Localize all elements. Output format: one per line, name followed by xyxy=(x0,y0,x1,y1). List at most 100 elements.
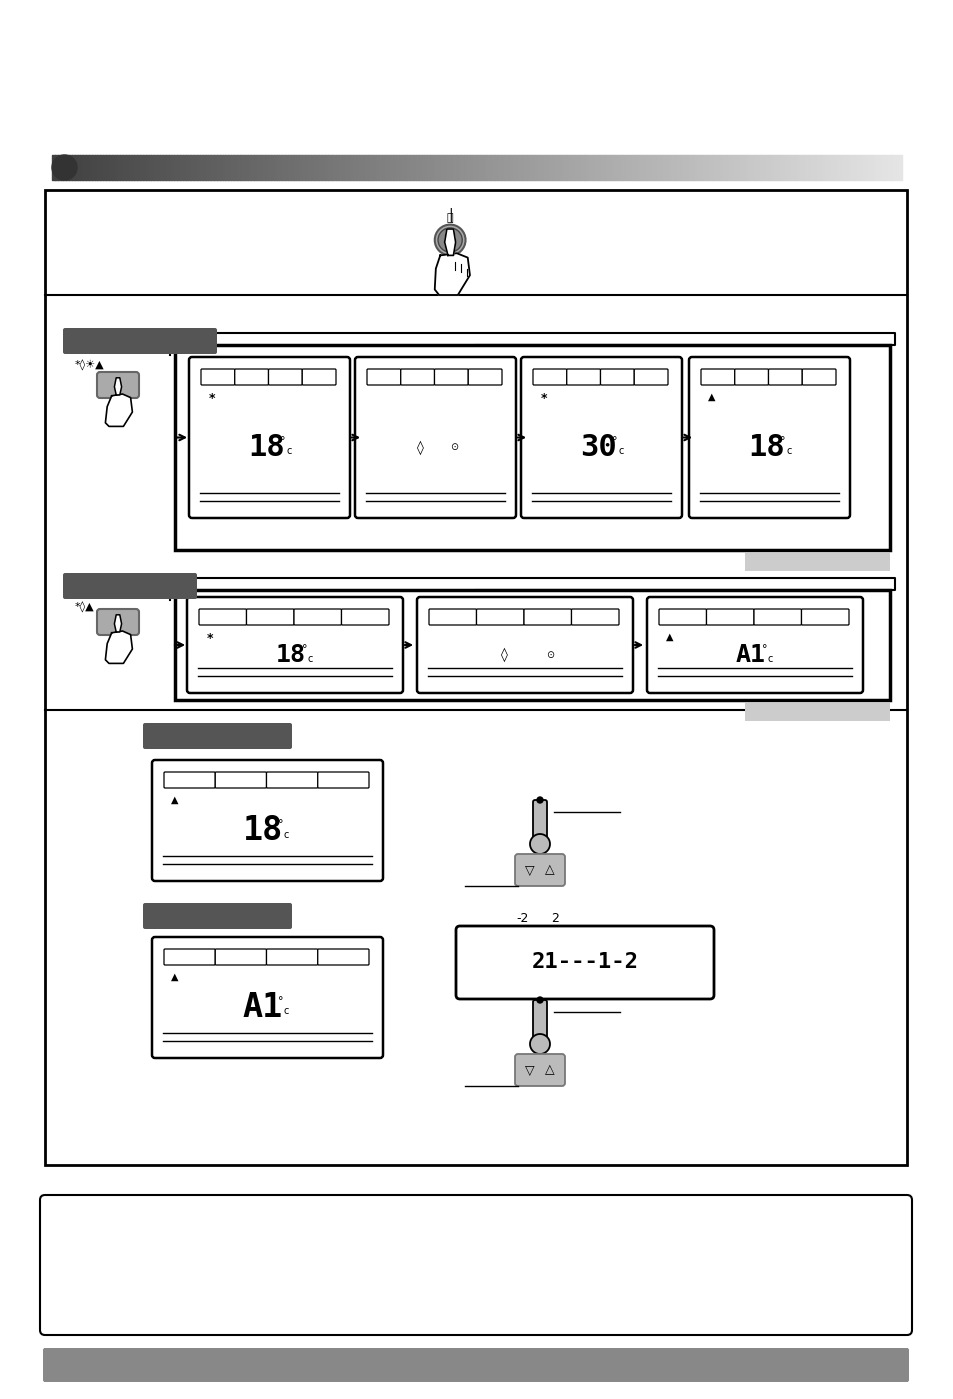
Text: °: ° xyxy=(761,644,766,653)
Text: °: ° xyxy=(277,996,283,1006)
Polygon shape xyxy=(435,253,470,295)
Text: °: ° xyxy=(302,644,307,653)
FancyBboxPatch shape xyxy=(801,369,835,385)
Text: 30: 30 xyxy=(579,434,617,462)
FancyBboxPatch shape xyxy=(744,704,889,720)
Circle shape xyxy=(537,797,542,803)
FancyBboxPatch shape xyxy=(164,772,215,788)
Text: △: △ xyxy=(544,863,555,877)
FancyBboxPatch shape xyxy=(215,949,266,965)
FancyBboxPatch shape xyxy=(317,949,369,965)
Text: A1: A1 xyxy=(243,990,283,1024)
Text: ⓘ: ⓘ xyxy=(446,213,453,222)
FancyBboxPatch shape xyxy=(63,574,196,599)
Polygon shape xyxy=(105,395,132,427)
FancyBboxPatch shape xyxy=(266,772,317,788)
FancyBboxPatch shape xyxy=(744,553,889,571)
Text: ▲: ▲ xyxy=(707,392,715,402)
Text: °: ° xyxy=(277,820,283,830)
FancyBboxPatch shape xyxy=(634,369,667,385)
Text: ▲: ▲ xyxy=(665,632,673,642)
FancyBboxPatch shape xyxy=(187,597,402,693)
FancyBboxPatch shape xyxy=(189,357,350,518)
Text: c: c xyxy=(785,446,791,456)
FancyBboxPatch shape xyxy=(700,369,734,385)
FancyBboxPatch shape xyxy=(646,597,862,693)
Text: ◊: ◊ xyxy=(416,441,423,455)
FancyBboxPatch shape xyxy=(768,369,801,385)
Text: °: ° xyxy=(780,436,784,446)
Text: c: c xyxy=(767,653,773,665)
FancyBboxPatch shape xyxy=(97,372,139,397)
FancyBboxPatch shape xyxy=(566,369,599,385)
FancyBboxPatch shape xyxy=(533,800,546,839)
FancyBboxPatch shape xyxy=(571,609,618,625)
Text: c: c xyxy=(284,830,289,839)
FancyBboxPatch shape xyxy=(63,327,216,354)
FancyBboxPatch shape xyxy=(400,369,434,385)
FancyBboxPatch shape xyxy=(753,609,801,625)
FancyBboxPatch shape xyxy=(97,609,139,635)
Text: *◊☀▲: *◊☀▲ xyxy=(75,360,105,371)
FancyBboxPatch shape xyxy=(246,609,294,625)
Text: |: | xyxy=(447,207,452,222)
FancyBboxPatch shape xyxy=(533,369,566,385)
FancyBboxPatch shape xyxy=(143,902,292,929)
FancyBboxPatch shape xyxy=(533,1000,546,1039)
Circle shape xyxy=(537,997,542,1003)
Text: c: c xyxy=(308,653,313,665)
Circle shape xyxy=(52,155,77,180)
Text: 18: 18 xyxy=(747,434,784,462)
Text: c: c xyxy=(284,1006,289,1017)
Circle shape xyxy=(530,1034,550,1053)
Text: 18: 18 xyxy=(248,434,285,462)
Circle shape xyxy=(435,225,465,256)
FancyBboxPatch shape xyxy=(468,369,501,385)
Text: *: * xyxy=(209,392,215,404)
FancyBboxPatch shape xyxy=(143,723,292,748)
Polygon shape xyxy=(105,631,132,663)
Text: °: ° xyxy=(612,436,617,446)
FancyBboxPatch shape xyxy=(456,926,713,999)
FancyBboxPatch shape xyxy=(215,772,266,788)
Circle shape xyxy=(437,228,462,252)
Circle shape xyxy=(530,834,550,853)
FancyBboxPatch shape xyxy=(520,357,681,518)
FancyBboxPatch shape xyxy=(268,369,302,385)
Text: △: △ xyxy=(544,1063,555,1076)
FancyBboxPatch shape xyxy=(152,760,382,881)
FancyBboxPatch shape xyxy=(801,609,848,625)
FancyBboxPatch shape xyxy=(199,609,246,625)
FancyBboxPatch shape xyxy=(164,949,215,965)
Text: -2: -2 xyxy=(516,912,528,925)
FancyBboxPatch shape xyxy=(476,609,523,625)
FancyBboxPatch shape xyxy=(659,609,706,625)
FancyBboxPatch shape xyxy=(367,369,400,385)
Polygon shape xyxy=(114,614,121,632)
FancyBboxPatch shape xyxy=(515,853,564,886)
FancyBboxPatch shape xyxy=(523,609,571,625)
Text: c: c xyxy=(286,446,291,456)
FancyBboxPatch shape xyxy=(152,937,382,1058)
Text: ▽: ▽ xyxy=(525,863,535,877)
Text: c: c xyxy=(618,446,622,456)
FancyBboxPatch shape xyxy=(434,369,468,385)
FancyBboxPatch shape xyxy=(429,609,476,625)
Text: ▲: ▲ xyxy=(172,972,178,982)
FancyBboxPatch shape xyxy=(266,949,317,965)
FancyBboxPatch shape xyxy=(515,1053,564,1086)
FancyBboxPatch shape xyxy=(706,609,753,625)
Text: *: * xyxy=(540,392,547,404)
Text: *: * xyxy=(207,632,213,645)
Text: 21---1-2: 21---1-2 xyxy=(531,953,638,972)
FancyBboxPatch shape xyxy=(302,369,335,385)
Polygon shape xyxy=(444,229,456,256)
FancyBboxPatch shape xyxy=(734,369,768,385)
FancyBboxPatch shape xyxy=(234,369,268,385)
Text: 18: 18 xyxy=(243,814,283,846)
FancyBboxPatch shape xyxy=(40,1195,911,1335)
Text: 18: 18 xyxy=(275,644,306,667)
Text: A1: A1 xyxy=(735,644,765,667)
FancyBboxPatch shape xyxy=(201,369,234,385)
FancyBboxPatch shape xyxy=(599,369,634,385)
